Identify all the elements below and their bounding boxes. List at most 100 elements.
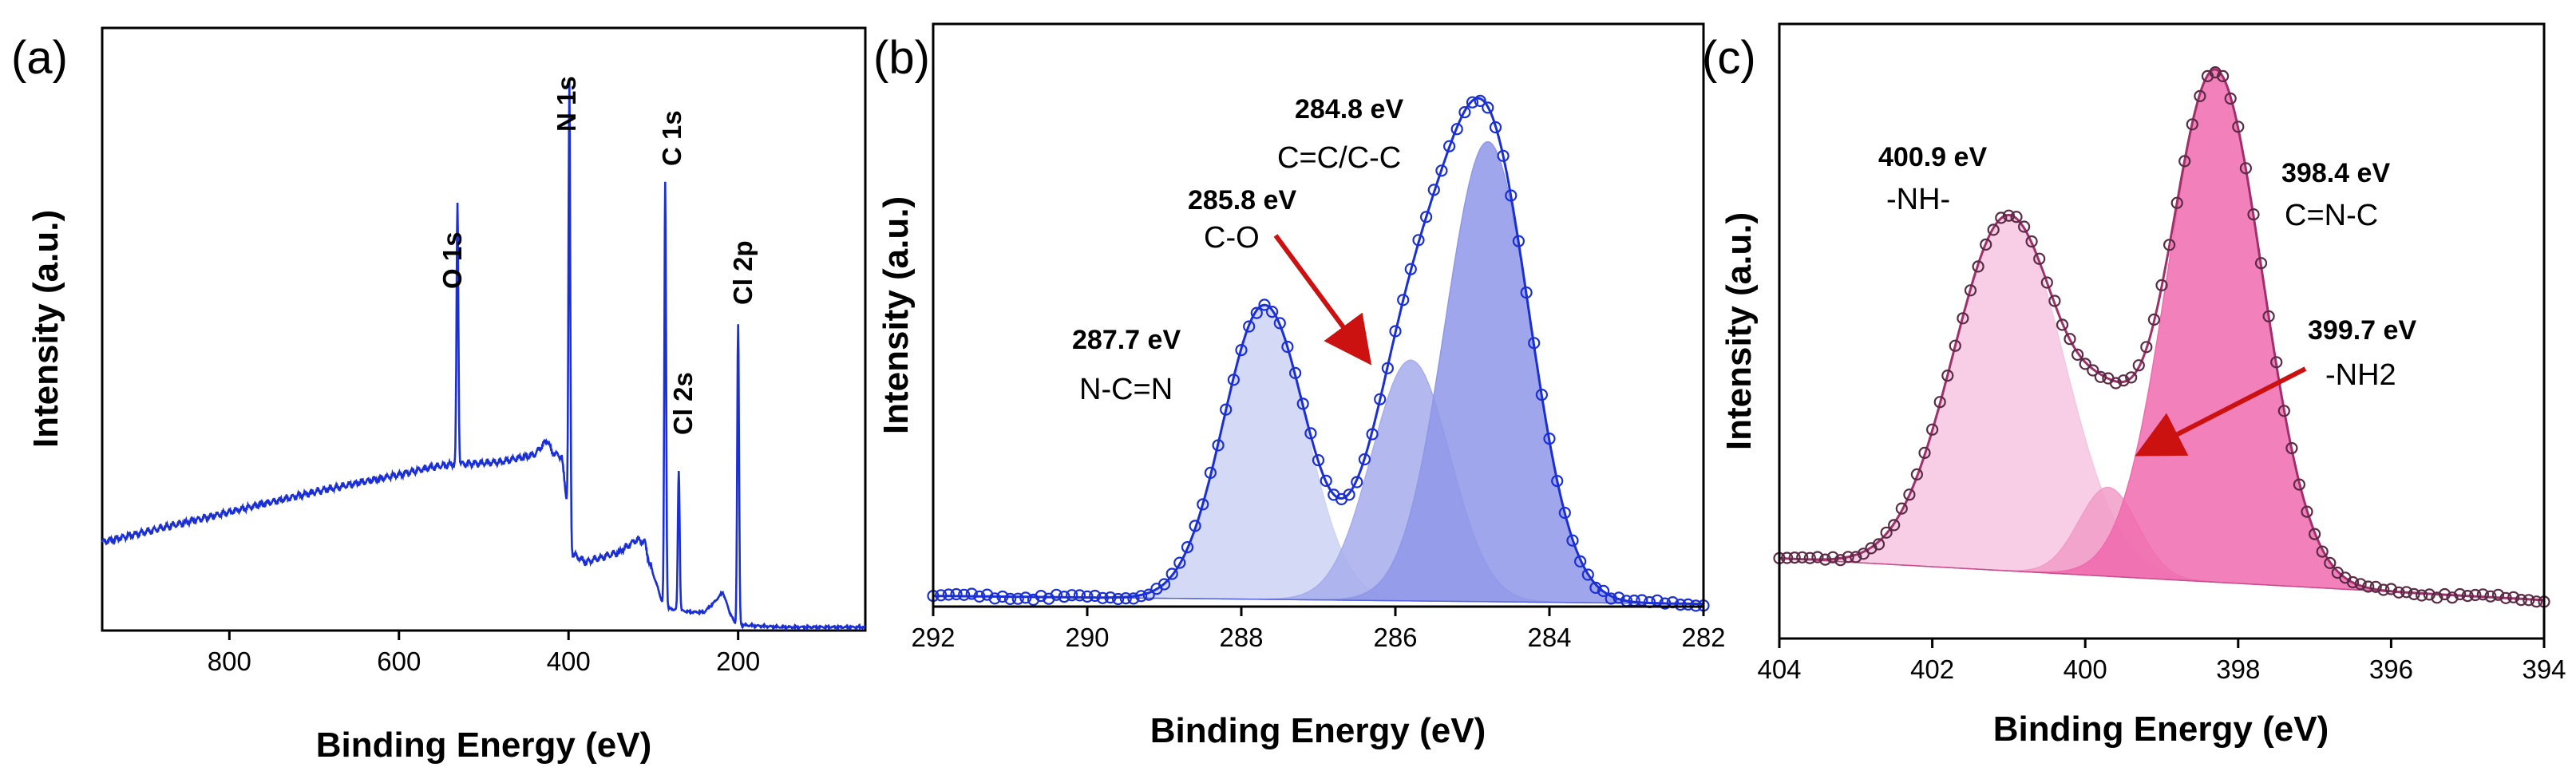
b-data-point (1466, 96, 1479, 109)
c-data-point (1903, 488, 1916, 501)
c-data-point (2346, 575, 2360, 589)
b-data-point (1573, 555, 1587, 568)
c-data-point (2140, 341, 2153, 354)
b-tick-label-284: 284 (1527, 623, 1571, 652)
peak-label-cl2s: Cl 2s (668, 372, 698, 435)
a-tick-label-800: 800 (208, 646, 251, 676)
c-data-point (1987, 223, 2000, 236)
b-data-point (1543, 432, 1556, 445)
b-data-point (1358, 453, 1371, 466)
c-data-point (2262, 310, 2275, 322)
b-data-point (1096, 591, 1109, 604)
peak-labels-a: O 1s N 1s C 1s Cl 2s Cl 2p (437, 76, 758, 435)
c-data-point (2224, 92, 2237, 105)
annotations-b: 287.7 eV N-C=N 285.8 eV C-O 284.8 eV C=C… (1072, 94, 1403, 406)
b-data-point (1019, 591, 1032, 604)
c-data-point (2484, 590, 2497, 603)
c-data-point (2446, 591, 2459, 604)
a-tick-label-200: 200 (716, 646, 760, 676)
b-data-point (1442, 140, 1456, 152)
c-data-point (2285, 441, 2298, 455)
annotation-b-cc-label: C=C/C-C (1277, 141, 1401, 175)
b-data-point (1265, 306, 1279, 318)
c-data-point (2377, 583, 2390, 596)
annotation-c-nh-value: 400.9 eV (1878, 142, 1987, 172)
b-data-point (957, 588, 971, 601)
b-data-point (1111, 592, 1125, 606)
c-data-point (2064, 333, 2076, 346)
annotation-c-nh2-value: 399.7 eV (2308, 315, 2416, 346)
c-data-point (2476, 588, 2489, 601)
b-data-point (1427, 184, 1440, 196)
c-data-point (1850, 551, 1862, 563)
c-data-point (2369, 580, 2382, 593)
b-data-point (1381, 362, 1395, 374)
b-data-point (965, 587, 978, 600)
b-data-point (1674, 598, 1687, 611)
c-data-point (2416, 589, 2428, 602)
c-data-point (2186, 118, 2198, 131)
c-data-point (1811, 551, 1824, 563)
panel-a: (a) 800 600 400 200 Binding Energy (eV) Int… (11, 26, 867, 765)
b-data-point (1366, 428, 1379, 441)
y-axis-title-a: Intensity (a.u.) (26, 210, 65, 448)
b-data-point (973, 590, 986, 603)
c-data-point (2033, 252, 2046, 265)
c-data-point (2147, 313, 2160, 326)
c-data-point (1818, 553, 1832, 566)
annotation-b-co-arrow (1273, 234, 1372, 366)
b-data-point (1181, 540, 1194, 554)
b-data-point (1320, 474, 1332, 488)
b-data-point (1612, 591, 1625, 604)
c-data-point (2025, 235, 2038, 248)
b-data-point (1458, 106, 1471, 119)
b-data-point (1250, 306, 1263, 319)
b-data-point (1412, 234, 1425, 247)
b-data-point (1589, 581, 1602, 595)
c-data-point (2384, 583, 2397, 595)
c-data-point (2324, 556, 2337, 570)
b-data-point (1127, 592, 1140, 605)
c-data-point (2117, 374, 2130, 387)
b-data-point (1081, 590, 1094, 603)
b-data-point (1142, 588, 1155, 601)
b-data-point (1435, 164, 1448, 177)
x-axis-title-b: Binding Energy (eV) (1150, 711, 1486, 750)
c-data-point (2194, 89, 2206, 103)
peak-label-n1s: N 1s (552, 76, 581, 132)
b-tick-label-290: 290 (1065, 623, 1109, 652)
b-data-point (1073, 589, 1086, 602)
b-data-point (1659, 597, 1672, 610)
c-data-point (2170, 196, 2183, 209)
c-data-point (1957, 312, 1969, 325)
b-data-point (1535, 389, 1549, 401)
c-data-point (2293, 478, 2305, 491)
b-data-point (1404, 263, 1417, 275)
b-data-point (988, 592, 1001, 605)
c-data-point (2469, 588, 2482, 602)
annotation-b-cc-value: 284.8 eV (1295, 94, 1403, 125)
c-data-point (1964, 284, 1977, 297)
b-data-point (1220, 403, 1233, 416)
b-data-point (1450, 123, 1463, 136)
c-data-point (1995, 212, 2008, 224)
b-data-point (1312, 453, 1325, 467)
a-tick-label-400: 400 (547, 646, 591, 676)
annotation-c-cnc-label: C=N-C (2285, 199, 2378, 232)
b-data-point (1104, 591, 1117, 604)
annotation-b-co-value: 285.8 eV (1188, 185, 1296, 215)
annotation-c-nh-label: -NH- (1886, 183, 1950, 216)
b-data-point (1058, 590, 1070, 603)
b-data-point (1343, 488, 1355, 501)
b-data-point (1011, 592, 1024, 605)
c-data-point (2454, 587, 2467, 601)
c-data-point (2018, 220, 2031, 233)
c-data-point (1842, 551, 1854, 563)
b-data-point (1296, 397, 1309, 410)
c-data-point (1872, 538, 1886, 551)
c-data-point (1910, 468, 1923, 481)
x-axis-title-a: Binding Energy (eV) (316, 726, 651, 765)
b-data-point (935, 589, 948, 602)
b-data-point (1419, 211, 1433, 223)
b-data-point (1497, 149, 1510, 162)
